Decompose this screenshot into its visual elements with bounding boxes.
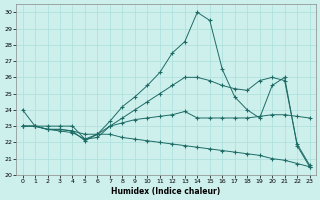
- X-axis label: Humidex (Indice chaleur): Humidex (Indice chaleur): [111, 187, 221, 196]
